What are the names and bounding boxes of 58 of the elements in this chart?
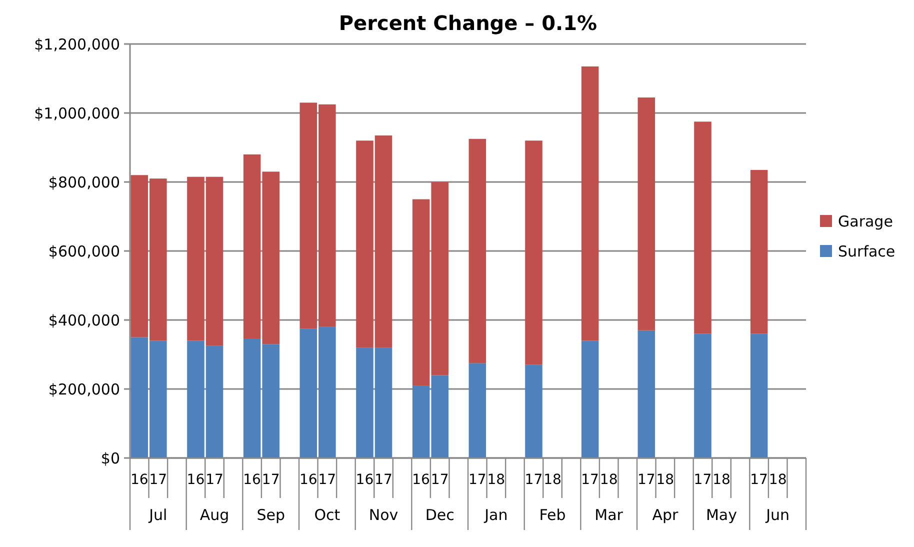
text: Jun [765,506,790,524]
bar [694,122,712,334]
x-tick-label: 18 [544,472,562,488]
bar [581,66,599,341]
x-tick-label: 17 [581,472,599,488]
legend-label: Surface [838,242,896,260]
x-tick-label: 17 [149,472,168,488]
x-tick-label: 18 [768,472,787,488]
bar [581,340,599,458]
bar [638,330,656,458]
text: May [706,506,738,524]
y-tick-label: $400,000 [48,311,120,330]
x-tick-label: 16 [412,472,430,488]
bar [638,97,656,330]
x-tick-label: 16 [243,472,262,488]
y-tick-label: $800,000 [48,173,120,192]
x-tick-label: 18 [600,472,618,488]
text: Nov [368,506,398,524]
text: Dec [425,506,454,524]
x-tick-label: 17 [374,472,392,488]
x-tick-label: 17 [430,472,449,488]
y-tick-label: $1,200,000 [34,35,120,54]
x-tick-label: 17 [750,472,768,488]
x-tick-label: 17 [637,472,656,488]
text: Oct [314,506,340,524]
chart-title: Percent Change – 0.1% [338,11,598,35]
bar [694,334,712,458]
x-tick-label: 16 [299,472,318,488]
x-tick-label: 17 [262,472,280,488]
y-tick-label: $200,000 [48,380,120,398]
y-tick-label: $600,000 [48,242,120,260]
text: Jan [484,506,508,524]
x-tick-label: 18 [487,472,506,488]
bar [750,334,768,458]
x-tick-label: 16 [356,472,374,488]
legend-label: Garage [838,212,893,230]
x-tick-label: 17 [694,472,712,488]
text: Jul [148,506,168,524]
bar [468,138,486,364]
text: Sep [256,506,285,524]
y-tick-label: $0 [100,449,120,468]
x-tick-label: 16 [186,472,205,488]
y-tick-label: $1,000,000 [34,104,120,122]
text: Aug [200,506,230,524]
x-tick-label: 17 [524,472,543,488]
x-tick-label: 18 [656,472,674,488]
bar [525,364,542,458]
x-tick-label: 16 [130,472,148,488]
bar [468,363,486,458]
bar [750,170,768,334]
x-tick-label: 18 [712,472,730,488]
text: Feb [539,506,566,524]
x-tick-label: 17 [206,472,224,488]
x-tick-label: 17 [468,472,486,488]
x-tick-label: 17 [318,472,336,488]
text: Apr [652,506,679,524]
text: Mar [594,506,624,524]
bar [525,140,542,365]
